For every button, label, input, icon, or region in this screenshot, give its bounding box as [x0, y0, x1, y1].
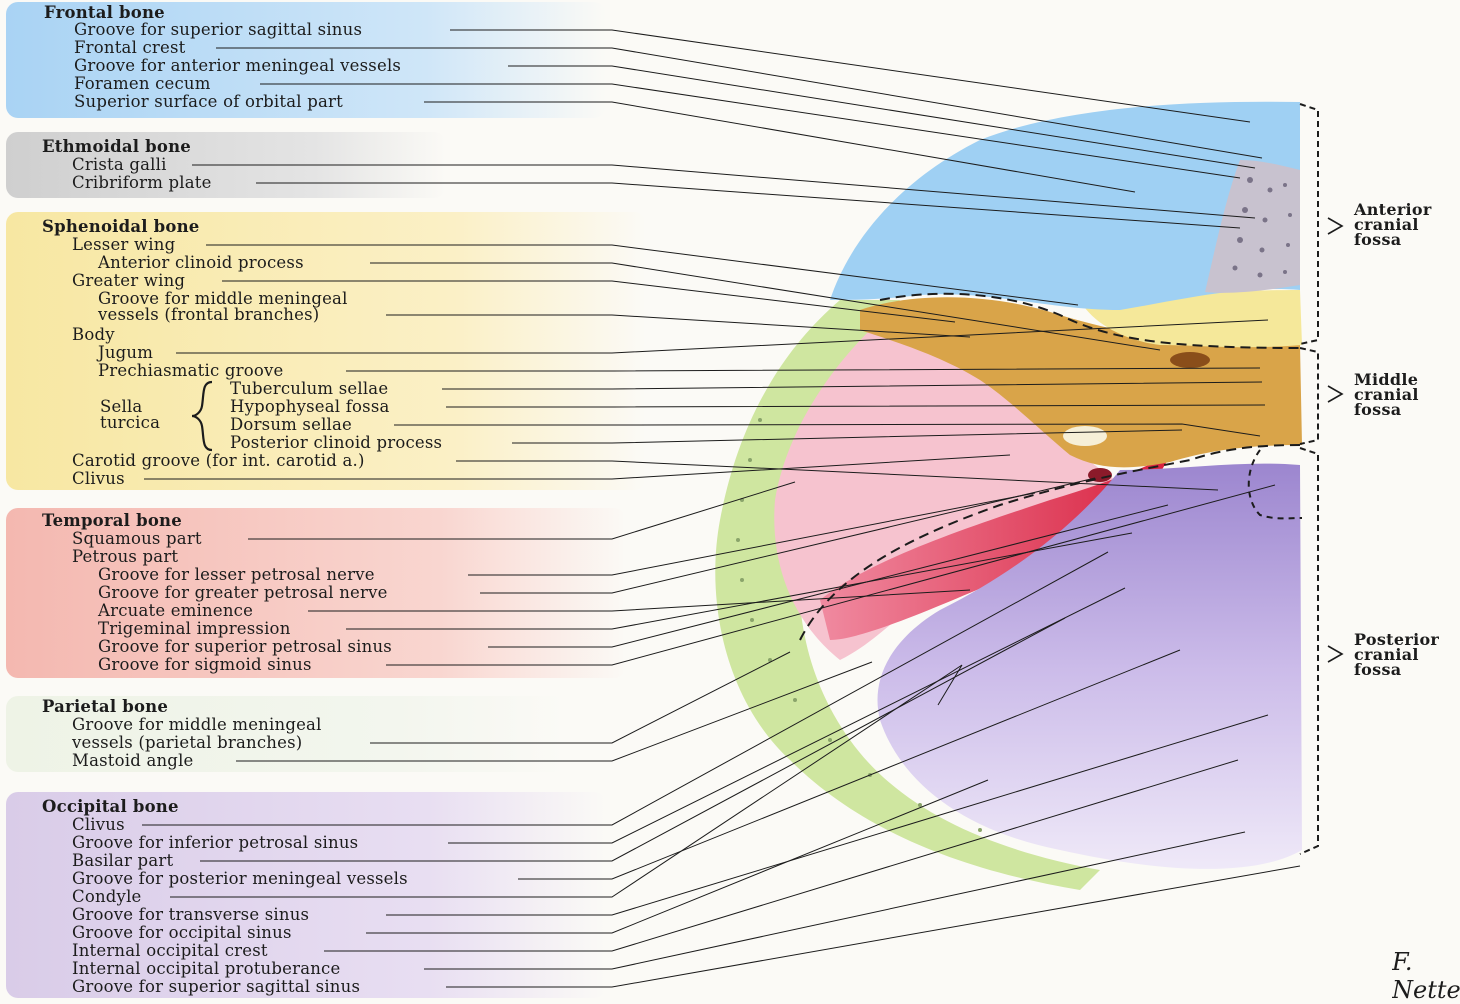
artist-signature: F. Netter — [1392, 948, 1460, 1004]
sella-item-label: Tuberculum sellae — [230, 379, 389, 398]
diploe-dots — [736, 418, 982, 832]
frontal-label: Groove for anterior meningeal vessels — [74, 56, 402, 75]
temporal-label: Groove for superior petrosal sinus — [98, 637, 392, 656]
temporal-bone-title: Temporal bone — [42, 511, 182, 530]
temporal-label: Squamous part — [72, 529, 202, 548]
sella-item-label: Hypophyseal fossa — [230, 397, 390, 416]
temporal-label: Groove for lesser petrosal nerve — [98, 565, 375, 584]
leader-lines — [142, 29, 1301, 988]
posterior-fossa-boundary — [1247, 449, 1303, 520]
fossa-arrows — [1327, 217, 1344, 663]
frontal-label: Groove for superior sagittal sinus — [74, 20, 363, 39]
middle-fossa-boundary — [799, 444, 1301, 641]
sella-item-label: Posterior clinoid process — [230, 433, 443, 452]
occipital-label: Groove for inferior petrosal sinus — [72, 833, 359, 852]
anterior-fossa-label: Anterior cranial fossa — [1354, 200, 1432, 249]
occipital-label: Groove for occipital sinus — [72, 923, 292, 942]
sphenoidal-label: Greater wing — [72, 271, 186, 290]
occipital-bone-region — [877, 463, 1302, 869]
ethmoidal-bone-title: Ethmoidal bone — [42, 137, 192, 156]
sphenoidal-label: Body — [72, 325, 115, 344]
optic-canal-mark — [1170, 352, 1210, 368]
parietal-label: vessels (parietal branches) — [72, 733, 303, 752]
sella-label: Sella — [100, 397, 143, 416]
sphenoidal-bone-band — [6, 212, 646, 490]
sphenoidal-label: Clivus — [72, 469, 125, 488]
frontal-label: Frontal crest — [74, 38, 186, 57]
ethmoidal-bone-region — [1205, 160, 1300, 293]
parietal-bone-band — [6, 696, 566, 772]
frontal-bone-title: Frontal bone — [44, 3, 165, 22]
occipital-label: Groove for transverse sinus — [72, 905, 310, 924]
frontal-label: Superior surface of orbital part — [74, 92, 343, 111]
occipital-label: Condyle — [72, 887, 142, 906]
cribriform-dots — [1232, 177, 1292, 278]
temporal-label: Trigeminal impression — [98, 619, 291, 638]
posterior-fossa-label: Posterior cranial fossa — [1354, 630, 1440, 679]
frontal-bone-band — [6, 2, 606, 118]
occipital-label: Internal occipital protuberance — [72, 959, 341, 978]
sphenoidal-label: Carotid groove (for int. carotid a.) — [72, 451, 365, 470]
anterior-fossa-boundary — [879, 292, 1301, 349]
sphenoidal-label: Groove for middle meningeal — [98, 289, 348, 308]
occipital-label: Internal occipital crest — [72, 941, 268, 960]
sphenoidal-bone-title: Sphenoidal bone — [42, 217, 200, 236]
occipital-label: Groove for superior sagittal sinus — [72, 977, 361, 996]
hypophyseal-fossa-mark — [1063, 426, 1107, 446]
occipital-label: Clivus — [72, 815, 125, 834]
sphenoidal-label: Anterior clinoid process — [98, 253, 304, 272]
occipital-label: Basilar part — [72, 851, 174, 870]
occipital-bone-band — [6, 792, 606, 998]
parietal-bone-title: Parietal bone — [42, 697, 169, 716]
temporal-label: Petrous part — [72, 547, 179, 566]
sella-label: turcica — [100, 413, 161, 432]
fossa-brackets — [1299, 103, 1319, 855]
parietal-label: Mastoid angle — [72, 751, 194, 770]
middle-fossa-label: Middle cranial fossa — [1354, 370, 1419, 419]
temporal-label: Arcuate eminence — [98, 601, 254, 620]
temporal-label: Groove for greater petrosal nerve — [98, 583, 388, 602]
sphenoidal-label: Prechiasmatic groove — [98, 361, 284, 380]
sphenoidal-label: vessels (frontal branches) — [98, 305, 320, 324]
sella-item-label: Dorsum sellae — [230, 415, 353, 434]
ethmoidal-label: Crista galli — [72, 155, 167, 174]
frontal-bone-region — [830, 101, 1300, 310]
temporal-label: Groove for sigmoid sinus — [98, 655, 312, 674]
sella-brace-icon — [191, 380, 213, 452]
occipital-bone-title: Occipital bone — [42, 797, 179, 816]
sphenoidal-label: Lesser wing — [72, 235, 176, 254]
sphenoidal-label: Jugum — [98, 343, 154, 362]
frontal-label: Foramen cecum — [74, 74, 211, 93]
occipital-label: Groove for posterior meningeal vessels — [72, 869, 408, 888]
parietal-label: Groove for middle meningeal — [72, 715, 322, 734]
ethmoidal-label: Cribriform plate — [72, 173, 212, 192]
